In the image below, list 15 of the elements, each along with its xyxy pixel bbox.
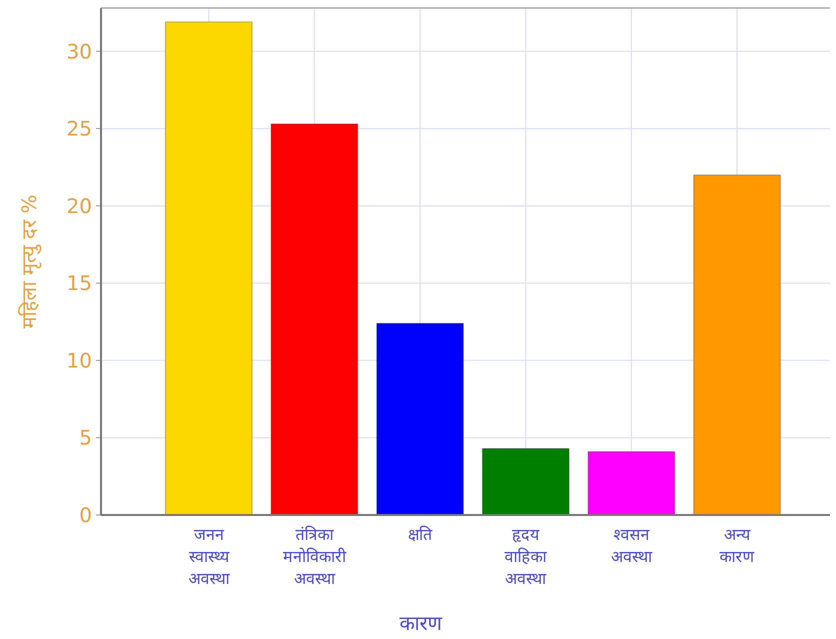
y-tick-label: 10: [66, 348, 92, 372]
x-tick-label: तंत्रिका मनोविकारी अवस्था: [282, 525, 347, 588]
x-axis-title: कारण: [400, 611, 442, 635]
y-tick-label: 5: [79, 426, 92, 450]
y-tick-label: 25: [66, 116, 92, 141]
y-tick-label: 15: [66, 271, 92, 296]
y-tick-label: 30: [66, 39, 92, 64]
x-tick-label: जनन स्वास्थ्य अवस्था: [188, 525, 230, 588]
x-tick-label: क्षति: [408, 525, 434, 544]
y-tick-label: 20: [66, 194, 92, 218]
x-tick-label: हृदय वाहिका अवस्था: [504, 525, 548, 588]
x-tick-label: अन्य कारण: [720, 525, 755, 566]
y-axis-title: महिला मृत्यु दर %: [17, 194, 42, 329]
x-tick-label: श्वसन अवस्था: [610, 525, 653, 566]
y-tick-label: 0: [79, 503, 92, 527]
